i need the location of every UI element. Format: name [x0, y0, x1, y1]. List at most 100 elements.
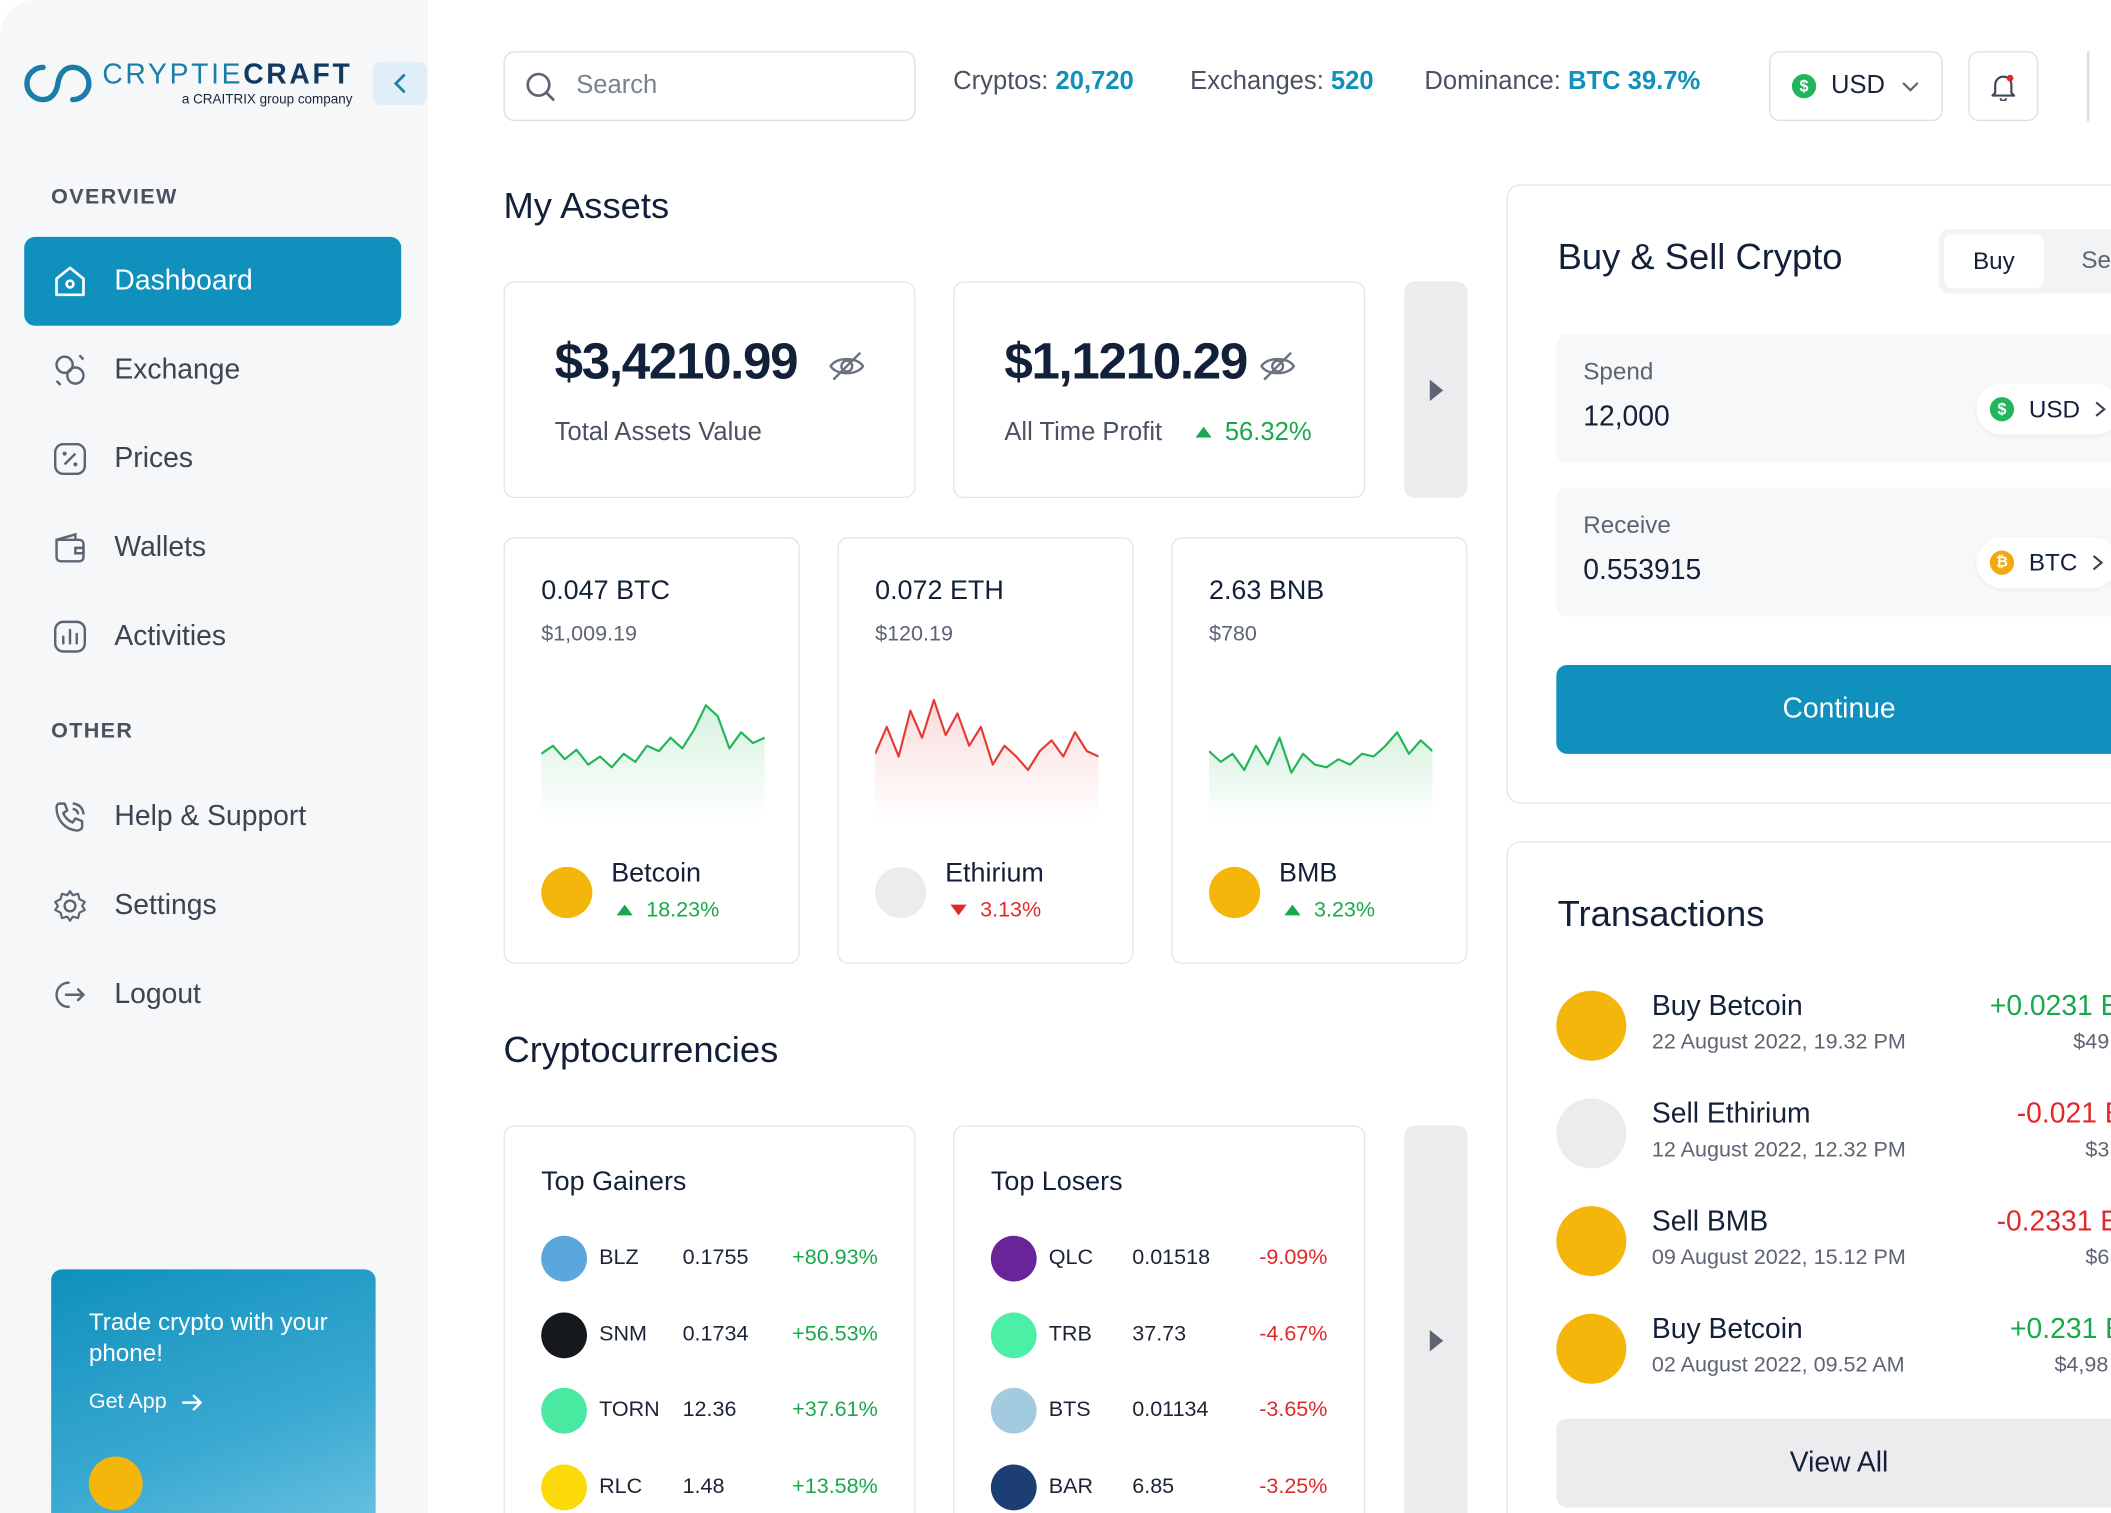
collapse-sidebar-button[interactable]: [372, 61, 427, 105]
currency-select[interactable]: $ USD: [1769, 51, 1943, 122]
sidebar-item-label: Settings: [114, 889, 217, 921]
coin-icon: [875, 866, 927, 919]
brand-name: CRYPTIECRAFT: [102, 59, 353, 91]
total-assets-label: Total Assets Value: [554, 418, 762, 447]
receive-value[interactable]: 0.553915: [1583, 554, 1702, 586]
transaction-date: 09 August 2022, 15.12 PM: [1651, 1246, 1906, 1270]
sidebar-item-activities[interactable]: Activities: [24, 592, 401, 681]
sidebar-item-settings[interactable]: Settings: [24, 862, 401, 951]
stat-dominance: Dominance: BTC 39.7%: [1424, 67, 1700, 97]
overview-section-label: OVERVIEW: [51, 185, 178, 209]
chevron-right-icon: [2092, 555, 2104, 571]
token-icon: [990, 1312, 1037, 1359]
coin-amount: 0.047 BTC: [541, 576, 670, 606]
coin-name: Betcoin: [611, 858, 702, 889]
transaction-name: Sell Ethirium: [1651, 1098, 1811, 1130]
sidebar-item-dashboard[interactable]: Dashboard: [24, 236, 402, 326]
transaction-row[interactable]: Sell Ethirium 12 August 2022, 12.32 PM -…: [1556, 1093, 2111, 1169]
list-item[interactable]: SNM 0.1734 +56.53%: [541, 1312, 878, 1359]
token-icon: [990, 1464, 1037, 1511]
coin-card-btc[interactable]: 0.047 BTC $1,009.19 Betcoin 18.23%: [503, 537, 800, 964]
continue-button[interactable]: Continue: [1556, 664, 2111, 754]
list-item[interactable]: TORN 12.36 +37.61%: [541, 1387, 878, 1434]
token-symbol: BLZ: [599, 1246, 639, 1270]
token-change: +56.53%: [792, 1323, 878, 1347]
sparkline-chart: [875, 698, 1099, 822]
spend-value[interactable]: 12,000: [1583, 401, 1670, 433]
coin-card-bnb[interactable]: 2.63 BNB $780 BMB 3.23%: [1171, 537, 1468, 964]
stat-exchanges: Exchanges: 520: [1190, 67, 1373, 97]
token-symbol: TRB: [1048, 1323, 1092, 1347]
transaction-row[interactable]: Sell BMB 09 August 2022, 15.12 PM -0.233…: [1556, 1201, 2111, 1277]
coin-icon: [1556, 1313, 1627, 1384]
get-app-link[interactable]: Get App: [89, 1391, 338, 1415]
tab-sell[interactable]: Se: [2081, 246, 2111, 274]
eye-off-icon[interactable]: [1259, 347, 1297, 385]
exchange-icon: [51, 351, 89, 389]
list-item[interactable]: BLZ 0.1755 +80.93%: [541, 1235, 878, 1282]
transaction-usd: $3: [2085, 1138, 2110, 1162]
currency-label: USD: [1830, 71, 1885, 100]
sidebar-item-help-support[interactable]: Help & Support: [24, 773, 401, 862]
sidebar: CRYPTIECRAFT a CRAITRIX group company OV…: [0, 0, 429, 1513]
list-item[interactable]: BAR 6.85 -3.25%: [990, 1464, 1328, 1511]
tab-buy[interactable]: Buy: [1944, 234, 2044, 289]
cryptos-next-button[interactable]: [1404, 1125, 1468, 1513]
sparkline-chart: [541, 704, 765, 822]
token-change: +80.93%: [792, 1246, 878, 1270]
token-price: 1.48: [682, 1475, 725, 1499]
spend-field[interactable]: Spend 12,000 $ USD: [1556, 333, 2111, 464]
sparkline-line: [541, 704, 765, 769]
token-change: -3.25%: [1259, 1475, 1328, 1499]
sidebar-item-label: Dashboard: [114, 265, 253, 297]
receive-currency-select[interactable]: ₿ BTC: [1976, 537, 2111, 589]
transaction-amount: +0.231 E: [2010, 1313, 2111, 1345]
sidebar-item-label: Logout: [114, 978, 201, 1010]
profit-label: All Time Profit: [1004, 418, 1163, 447]
transaction-row[interactable]: Buy Betcoin 22 August 2022, 19.32 PM +0.…: [1556, 985, 2111, 1061]
search-box[interactable]: [503, 51, 916, 122]
coin-icon: [1208, 866, 1261, 919]
sidebar-item-wallets[interactable]: Wallets: [24, 503, 401, 592]
list-item[interactable]: RLC 1.48 +13.58%: [541, 1464, 878, 1511]
receive-field[interactable]: Receive 0.553915 ₿ BTC: [1556, 487, 2111, 617]
dollar-icon: $: [1989, 397, 2015, 422]
play-icon: [1429, 1329, 1443, 1352]
search-input[interactable]: [576, 71, 873, 101]
coin-card-eth[interactable]: 0.072 ETH $120.19 Ethirium 3.13%: [837, 537, 1134, 964]
phone-icon: [51, 798, 89, 836]
arrow-up-icon: [1284, 904, 1301, 916]
spend-currency-select[interactable]: $ USD: [1976, 383, 2111, 435]
chevron-right-icon: [2095, 401, 2106, 417]
notifications-button[interactable]: [1968, 51, 2039, 122]
token-icon: [541, 1312, 587, 1359]
coin-usd-value: $1,009.19: [541, 623, 638, 647]
sidebar-item-exchange[interactable]: Exchange: [24, 326, 401, 415]
list-item[interactable]: BTS 0.01134 -3.65%: [990, 1387, 1328, 1434]
sidebar-item-label: Help & Support: [114, 800, 307, 832]
sidebar-item-logout[interactable]: Logout: [24, 950, 401, 1039]
token-price: 6.85: [1132, 1475, 1175, 1499]
assets-next-button[interactable]: [1404, 281, 1468, 499]
token-change: -3.65%: [1259, 1398, 1328, 1422]
transaction-row[interactable]: Buy Betcoin 02 August 2022, 09.52 AM +0.…: [1556, 1308, 2111, 1384]
brand-logo[interactable]: CRYPTIECRAFT a CRAITRIX group company: [22, 59, 353, 108]
sidebar-item-prices[interactable]: Prices: [24, 415, 401, 504]
total-assets-value: $3,4210.99: [554, 333, 799, 391]
transaction-usd: $4,98: [2054, 1354, 2109, 1378]
token-change: -9.09%: [1259, 1246, 1328, 1270]
profit-card: $1,1210.29 All Time Profit 56.32%: [953, 281, 1366, 499]
list-item[interactable]: QLC 0.01518 -9.09%: [990, 1235, 1328, 1282]
transaction-name: Sell BMB: [1651, 1206, 1769, 1238]
token-icon: [541, 1464, 587, 1511]
view-all-button[interactable]: View All: [1556, 1418, 2111, 1508]
transaction-date: 02 August 2022, 09.52 AM: [1651, 1354, 1905, 1378]
list-item[interactable]: TRB 37.73 -4.67%: [990, 1312, 1327, 1359]
other-section-label: OTHER: [51, 720, 134, 744]
token-symbol: BAR: [1048, 1475, 1094, 1499]
sparkline-chart: [1208, 731, 1433, 822]
promo-title: Trade crypto with your phone!: [88, 1308, 328, 1367]
eye-off-icon[interactable]: [828, 347, 866, 385]
coin-change: 3.13%: [950, 899, 1041, 923]
arrow-up-icon: [616, 904, 633, 916]
